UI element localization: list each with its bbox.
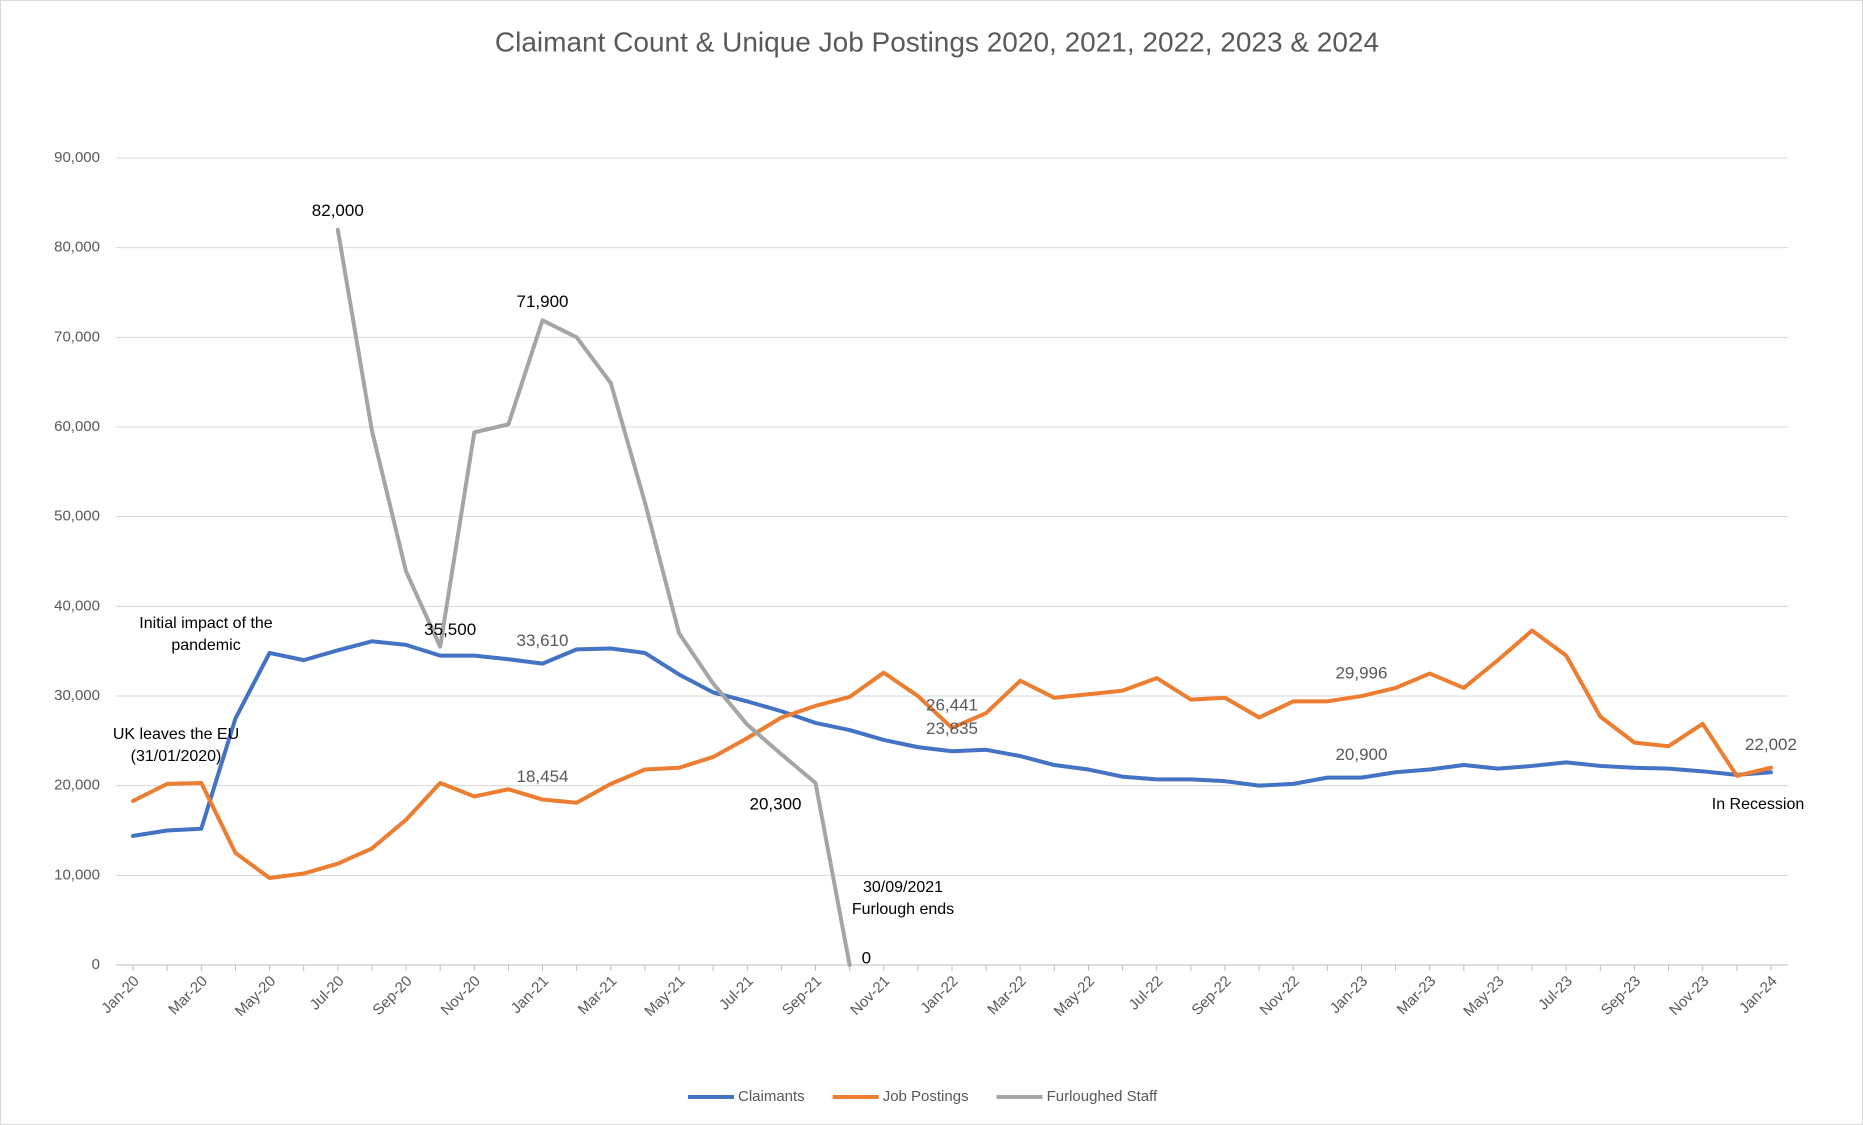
- annotation: (31/01/2020): [131, 748, 222, 765]
- annotation: UK leaves the EU: [113, 726, 239, 743]
- annotation: In Recession: [1712, 796, 1805, 813]
- y-tick-label: 70,000: [54, 328, 100, 345]
- series-line: [131, 628, 1773, 881]
- data-label: 26,441: [926, 695, 978, 714]
- y-tick-label: 30,000: [54, 687, 100, 704]
- y-tick-label: 80,000: [54, 239, 100, 256]
- series-line: [131, 639, 1773, 838]
- data-label: 33,610: [517, 631, 569, 650]
- data-label: 29,996: [1335, 664, 1387, 683]
- data-label: 20,900: [1335, 745, 1387, 764]
- y-tick-label: 50,000: [54, 508, 100, 525]
- y-tick-label: 90,000: [54, 149, 100, 166]
- data-label: 20,300: [750, 794, 802, 813]
- y-tick-label: 60,000: [54, 418, 100, 435]
- y-tick-label: 0: [92, 956, 100, 973]
- y-tick-label: 10,000: [54, 866, 100, 883]
- legend-label: Furloughed Staff: [1047, 1088, 1158, 1105]
- annotation: 30/09/2021: [863, 879, 943, 896]
- y-tick-label: 20,000: [54, 777, 100, 794]
- data-label: 22,002: [1745, 735, 1797, 754]
- data-label: 82,000: [312, 201, 364, 220]
- legend-label: Job Postings: [883, 1088, 969, 1105]
- series-line: [335, 227, 852, 967]
- chart-title: Claimant Count & Unique Job Postings 202…: [495, 26, 1379, 57]
- annotation: pandemic: [171, 637, 240, 654]
- annotation: Furlough ends: [852, 901, 954, 918]
- data-label: 23,835: [926, 719, 978, 738]
- legend-label: Claimants: [738, 1088, 805, 1105]
- data-label: 0: [862, 948, 871, 967]
- y-tick-label: 40,000: [54, 597, 100, 614]
- annotation: Initial impact of the: [139, 615, 273, 632]
- data-label: 18,454: [517, 767, 569, 786]
- data-label: 71,900: [517, 292, 569, 311]
- data-label: 35,500: [424, 620, 476, 639]
